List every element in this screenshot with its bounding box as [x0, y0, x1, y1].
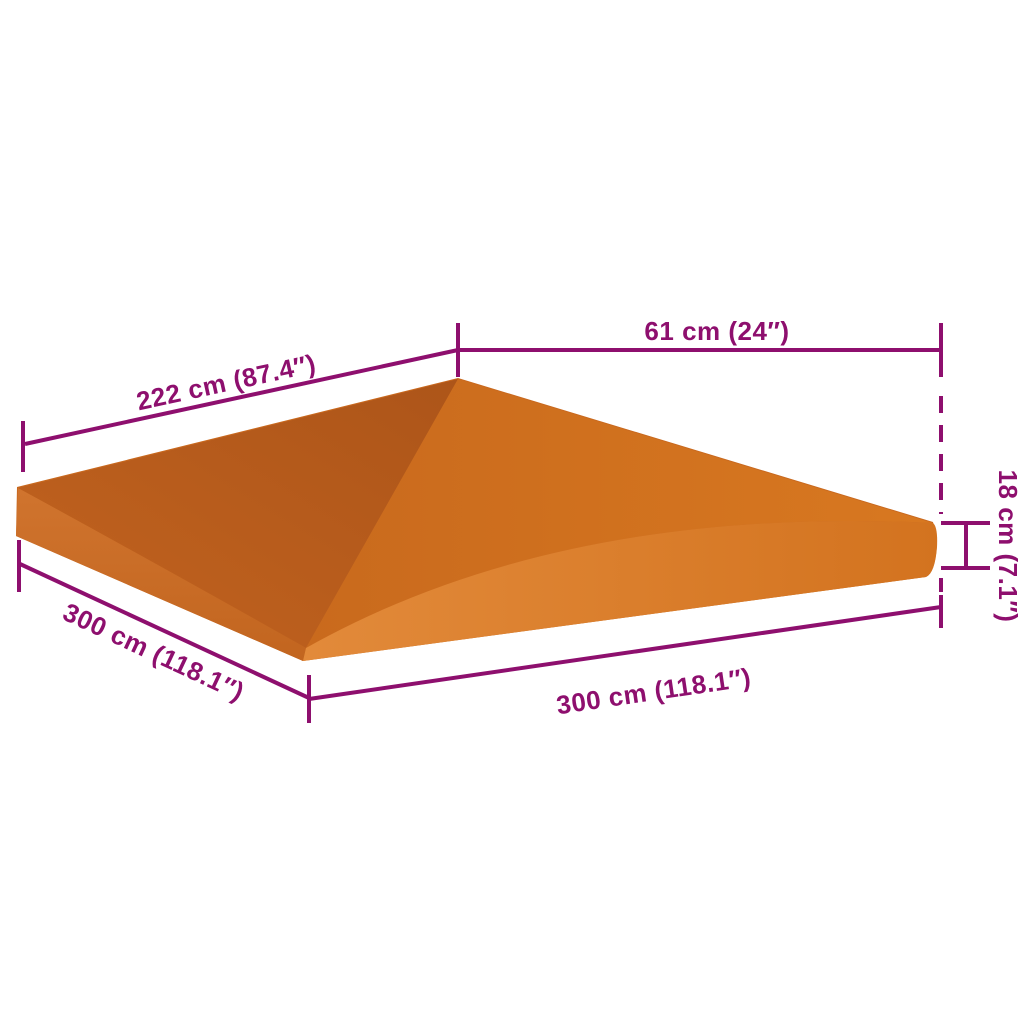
dimension-label-side-front: 300 cm (118.1″) [554, 662, 753, 720]
canopy-face-left [18, 379, 458, 648]
canopy-skirt-right [303, 520, 938, 661]
canopy-skirt-left [16, 488, 306, 661]
canopy [16, 378, 938, 661]
dimension-top-opening-width: 61 cm (24″) [456, 316, 943, 377]
canopy-face-right [306, 379, 933, 648]
dim-line-300-left [19, 562, 310, 700]
dimension-valance-height: 18 cm (7.1″) [939, 396, 1023, 623]
dimension-label-upper-edge: 222 cm (87.4″) [134, 348, 319, 416]
dimension-label-valance-height: 18 cm (7.1″) [993, 470, 1023, 623]
dim-line-222 [24, 348, 459, 446]
dim-line-300-bottom [308, 605, 942, 701]
dimension-label-top-width: 61 cm (24″) [644, 316, 789, 346]
